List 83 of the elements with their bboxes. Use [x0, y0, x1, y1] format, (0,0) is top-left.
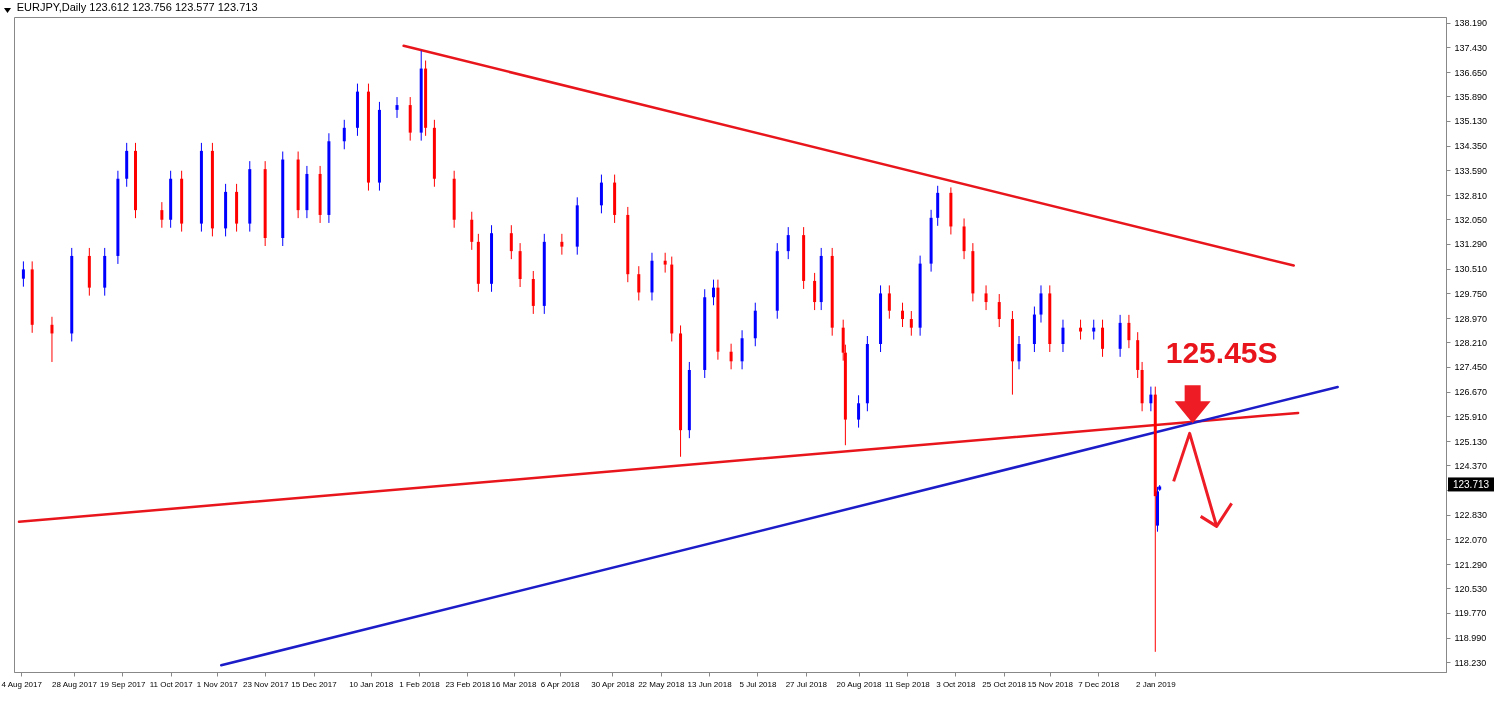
candlestick	[901, 302, 905, 328]
candlestick	[21, 260, 25, 288]
candlestick	[1079, 319, 1083, 341]
candlestick	[1017, 335, 1021, 370]
x-tick-label: 23 Nov 2017	[242, 679, 289, 689]
candlestick	[395, 96, 399, 119]
y-tick-label: 135.890	[1454, 91, 1488, 102]
y-tick-label: 128.970	[1454, 313, 1488, 324]
y-tick-label: 132.050	[1454, 214, 1488, 225]
y-tick-label: 127.450	[1454, 362, 1488, 373]
x-tick-label: 10 Jan 2018	[349, 679, 394, 689]
x-tick-label: 20 Aug 2018	[836, 679, 883, 689]
y-tick-label: 137.430	[1454, 42, 1488, 53]
x-tick-label: 23 Feb 2018	[445, 679, 491, 689]
x-tick-label: 16 Mar 2018	[491, 679, 538, 689]
x-tick-label: 3 Oct 2018	[936, 679, 976, 689]
y-tick-label: 132.810	[1454, 190, 1488, 201]
candlestick	[740, 329, 744, 370]
y-tick-label: 128.210	[1454, 337, 1488, 348]
annotation: 125.45S	[1165, 336, 1278, 370]
x-tick-label: 13 Jun 2018	[687, 679, 733, 689]
x-tick-label: 19 Sep 2017	[100, 679, 147, 689]
candlestick	[342, 119, 346, 150]
candlestick	[663, 252, 667, 274]
x-tick-label: 22 May 2018	[638, 679, 685, 689]
x-tick-label: 11 Sep 2018	[885, 679, 931, 689]
y-tick-label: 129.750	[1454, 288, 1488, 299]
y-tick-label: 119.770	[1454, 608, 1487, 619]
candlestick	[1092, 319, 1096, 341]
x-tick-label: 5 Jul 2018	[739, 679, 777, 689]
candlestick	[509, 224, 513, 260]
y-tick-label: 122.070	[1454, 534, 1488, 545]
candlestick	[887, 284, 891, 320]
y-tick-label: 131.290	[1454, 239, 1488, 250]
y-tick-label: 124.370	[1454, 460, 1488, 471]
y-tick-label: 133.590	[1454, 165, 1488, 176]
candlestick	[160, 201, 164, 229]
candlestick	[909, 310, 913, 337]
y-tick-label: 118.990	[1454, 633, 1487, 644]
candlestick	[1039, 284, 1043, 324]
candlestick	[1101, 319, 1105, 358]
candlestick	[729, 343, 733, 370]
x-tick-label: 11 Oct 2017	[149, 679, 194, 689]
x-tick-label: 1 Nov 2017	[196, 679, 239, 689]
candlestick	[1149, 386, 1153, 412]
x-tick-label: 27 Jul 2018	[785, 679, 828, 689]
candlestick	[813, 272, 817, 311]
x-tick-label: 1 Feb 2018	[399, 679, 441, 689]
candlestick	[599, 174, 603, 214]
x-tick-label: 2 Jan 2019	[1135, 679, 1177, 689]
candlestick	[50, 316, 54, 363]
y-tick-label: 134.350	[1454, 141, 1488, 152]
y-tick-label: 122.830	[1454, 510, 1488, 521]
candlestick	[637, 265, 641, 301]
y-tick-label: 125.910	[1454, 411, 1488, 422]
x-tick-label: 4 Aug 2017	[1, 679, 43, 689]
candlestick	[857, 394, 861, 429]
candlestick	[984, 284, 988, 311]
y-tick-label: 120.530	[1454, 583, 1488, 594]
x-tick-label: 28 Aug 2017	[51, 679, 98, 689]
candlestick	[786, 226, 790, 260]
y-tick-label: 126.670	[1454, 387, 1488, 398]
candlestick	[997, 293, 1001, 328]
candlestick	[1061, 319, 1065, 353]
y-tick-label: 121.290	[1454, 559, 1488, 570]
y-tick-label: 118.230	[1454, 657, 1487, 668]
x-tick-label: 15 Dec 2017	[291, 679, 338, 689]
x-tick-label: 6 Apr 2018	[540, 679, 581, 689]
candlestick	[560, 233, 564, 256]
x-tick-label: 15 Nov 2018	[1027, 679, 1074, 689]
candlestick	[712, 279, 716, 306]
candlestick	[470, 211, 474, 251]
x-tick-label: 25 Oct 2018	[982, 679, 1027, 689]
y-tick-label: 125.130	[1454, 436, 1488, 447]
y-tick-label: 135.130	[1454, 116, 1488, 127]
x-tick-label: 7 Dec 2018	[1078, 679, 1120, 689]
candlestick	[1127, 314, 1131, 349]
chart-title: EURJPY,Daily 123.612 123.756 123.577 123.713	[16, 1, 258, 13]
y-tick-label: 138.190	[1454, 18, 1488, 29]
x-tick-label: 30 Apr 2018	[591, 679, 636, 689]
y-tick-label: 130.510	[1454, 264, 1488, 275]
price-tag: 123.713	[1448, 477, 1494, 492]
y-tick-label: 136.650	[1454, 67, 1488, 78]
